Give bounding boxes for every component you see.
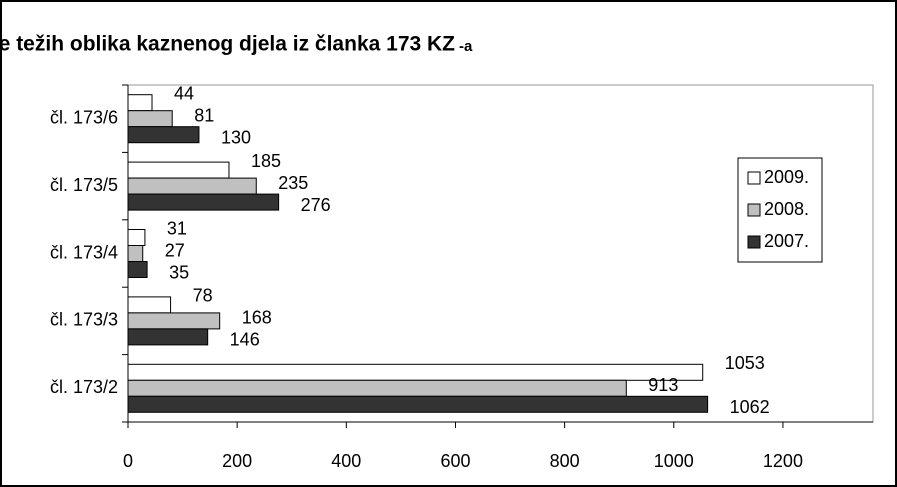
x-tick-label: 600 bbox=[440, 451, 470, 471]
legend-label: 2008. bbox=[764, 199, 809, 219]
x-tick-label: 1200 bbox=[763, 451, 803, 471]
bar bbox=[127, 193, 280, 211]
data-label: 276 bbox=[301, 195, 331, 215]
x-tick-label: 200 bbox=[222, 451, 252, 471]
data-label: 1062 bbox=[730, 397, 770, 417]
data-label: 31 bbox=[167, 218, 187, 238]
legend-swatch bbox=[747, 203, 761, 217]
bar bbox=[127, 126, 200, 144]
x-tick-label: 400 bbox=[331, 451, 361, 471]
bar bbox=[127, 161, 230, 179]
data-label: 44 bbox=[174, 83, 194, 103]
x-tick-label: 800 bbox=[550, 451, 580, 471]
bar bbox=[127, 312, 221, 330]
data-label: 146 bbox=[230, 330, 260, 350]
legend-label: 2007. bbox=[764, 231, 809, 251]
data-label: 913 bbox=[648, 375, 678, 395]
bar bbox=[127, 110, 173, 128]
y-tick-label: čl. 173/2 bbox=[50, 377, 118, 397]
data-label: 185 bbox=[251, 151, 281, 171]
bar bbox=[127, 229, 146, 246]
bar bbox=[127, 328, 209, 346]
legend-swatch bbox=[747, 235, 761, 249]
legend-swatch bbox=[747, 171, 761, 185]
chart-title-suffix: -a bbox=[459, 38, 473, 55]
x-tick-label: 0 bbox=[123, 451, 133, 471]
chart-title: Kretanje težih oblika kaznenog djela iz … bbox=[0, 33, 455, 56]
data-label: 1053 bbox=[725, 353, 765, 373]
data-label: 81 bbox=[194, 105, 214, 125]
data-label: 78 bbox=[193, 286, 213, 306]
data-label: 35 bbox=[169, 262, 189, 282]
data-label: 130 bbox=[221, 127, 251, 147]
bar bbox=[127, 296, 172, 314]
y-tick-label: čl. 173/3 bbox=[50, 310, 118, 330]
y-tick-label: čl. 173/5 bbox=[50, 175, 118, 195]
bar bbox=[127, 177, 257, 195]
data-label: 27 bbox=[165, 240, 185, 260]
data-label: 235 bbox=[278, 173, 308, 193]
bar bbox=[127, 261, 148, 278]
data-label: 168 bbox=[242, 308, 272, 328]
y-tick-label: čl. 173/6 bbox=[50, 107, 118, 127]
bar bbox=[127, 363, 704, 381]
y-tick-label: čl. 173/4 bbox=[50, 242, 118, 262]
bar bbox=[127, 379, 627, 397]
bar bbox=[127, 94, 153, 112]
x-tick-label: 1000 bbox=[654, 451, 694, 471]
bar bbox=[127, 245, 144, 262]
legend-label: 2009. bbox=[764, 167, 809, 187]
bar bbox=[127, 395, 709, 413]
